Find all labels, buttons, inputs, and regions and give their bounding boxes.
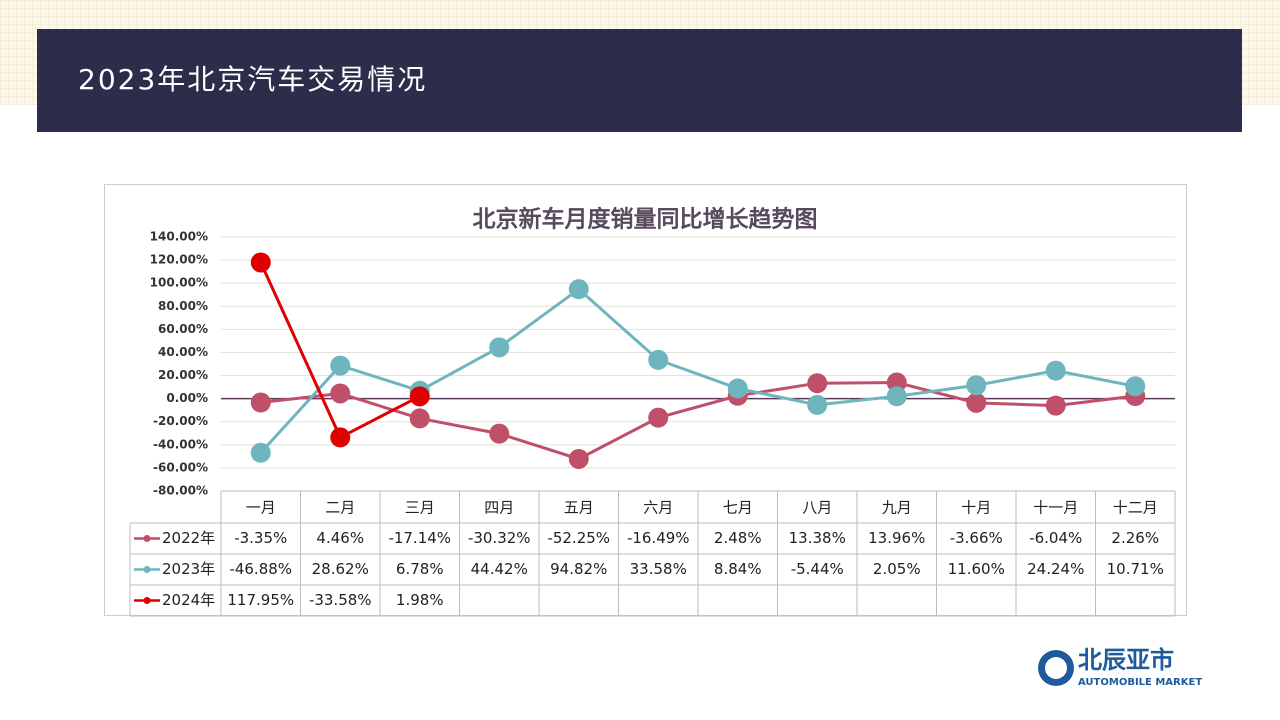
- table-value: -46.88%: [229, 560, 292, 578]
- marker: [568, 448, 589, 469]
- marker: [330, 355, 351, 376]
- table-value: -30.32%: [468, 529, 531, 547]
- x-tick-label: 六月: [643, 499, 673, 517]
- logo-subtitle: AUTOMOBILE MARKET: [1078, 677, 1202, 688]
- x-tick-label: 十月: [961, 499, 991, 517]
- series-line: [260, 381, 1136, 461]
- chart-title: 北京新车月度销量同比增长趋势图: [473, 206, 818, 233]
- x-tick-label: 二月: [325, 499, 355, 517]
- marker: [330, 427, 351, 448]
- table-value: -16.49%: [627, 529, 690, 547]
- marker: [648, 407, 669, 428]
- marker: [727, 378, 748, 399]
- legend-marker: [143, 566, 151, 573]
- x-tick-label: 十二月: [1113, 499, 1158, 517]
- marker: [886, 386, 907, 407]
- marker: [807, 373, 828, 394]
- legend-label: 2024年: [162, 591, 215, 609]
- x-tick-label: 七月: [723, 499, 753, 517]
- table-value: 13.96%: [868, 529, 925, 547]
- table-value: 2.26%: [1111, 529, 1159, 547]
- legend-marker: [143, 597, 151, 604]
- marker: [250, 442, 271, 463]
- marker: [648, 349, 669, 370]
- table-value: 117.95%: [227, 591, 294, 609]
- marker: [330, 383, 351, 404]
- marker: [966, 375, 987, 396]
- legend-label: 2023年: [162, 560, 215, 578]
- y-tick-label: 60.00%: [158, 322, 208, 336]
- y-tick-label: -40.00%: [153, 437, 208, 451]
- table-value: 6.78%: [396, 560, 444, 578]
- marker: [807, 394, 828, 415]
- table-value: -52.25%: [547, 529, 610, 547]
- marker: [1125, 376, 1146, 397]
- header-band: [37, 29, 1242, 132]
- table-value: 33.58%: [630, 560, 687, 578]
- y-tick-label: 80.00%: [158, 299, 208, 313]
- x-tick-label: 九月: [882, 499, 912, 517]
- table-value: 24.24%: [1027, 560, 1084, 578]
- x-tick-label: 三月: [405, 499, 435, 517]
- table-value: 8.84%: [714, 560, 762, 578]
- marker: [568, 279, 589, 300]
- table-value: -17.14%: [388, 529, 451, 547]
- table-value: -33.58%: [309, 591, 372, 609]
- marker: [1045, 395, 1066, 416]
- table-value: 94.82%: [550, 560, 607, 578]
- y-tick-label: -60.00%: [153, 460, 208, 474]
- table-value: 11.60%: [948, 560, 1005, 578]
- marker: [966, 392, 987, 413]
- table-value: -5.44%: [791, 560, 844, 578]
- table-value: 10.71%: [1107, 560, 1164, 578]
- table-value: -3.35%: [234, 529, 287, 547]
- x-tick-label: 五月: [564, 499, 594, 517]
- marker: [250, 392, 271, 413]
- table-value: 28.62%: [312, 560, 369, 578]
- y-tick-label: 20.00%: [158, 368, 208, 382]
- x-tick-label: 四月: [484, 499, 514, 517]
- table-value: 44.42%: [471, 560, 528, 578]
- marker: [1045, 360, 1066, 381]
- logo-name: 北辰亚市: [1078, 646, 1174, 674]
- y-tick-label: 120.00%: [150, 253, 208, 267]
- logo-icon-inner: [1045, 657, 1067, 679]
- table-value: 13.38%: [789, 529, 846, 547]
- table-value: 4.46%: [316, 529, 364, 547]
- x-tick-label: 十一月: [1033, 499, 1078, 517]
- marker: [489, 423, 510, 444]
- x-tick-label: 八月: [802, 499, 832, 517]
- table-value: -6.04%: [1029, 529, 1082, 547]
- legend-label: 2022年: [162, 529, 215, 547]
- table-value: 2.05%: [873, 560, 921, 578]
- y-tick-label: -20.00%: [153, 414, 208, 428]
- marker: [886, 372, 907, 393]
- y-tick-label: 140.00%: [150, 230, 208, 244]
- marker: [489, 337, 510, 358]
- y-tick-label: 40.00%: [158, 345, 208, 359]
- legend-marker: [143, 535, 151, 542]
- y-tick-label: -80.00%: [153, 484, 208, 498]
- table-value: 1.98%: [396, 591, 444, 609]
- y-tick-label: 100.00%: [150, 276, 208, 290]
- table-value: -3.66%: [950, 529, 1003, 547]
- marker: [250, 252, 271, 273]
- x-tick-label: 一月: [246, 499, 276, 517]
- marker: [409, 408, 430, 429]
- table-value: 2.48%: [714, 529, 762, 547]
- page-title: 2023年北京汽车交易情况: [78, 63, 427, 96]
- series-line: [259, 287, 1136, 454]
- logo: 北辰亚市 AUTOMOBILE MARKET: [1038, 646, 1202, 688]
- y-tick-label: 0.00%: [166, 391, 208, 405]
- marker: [409, 386, 430, 407]
